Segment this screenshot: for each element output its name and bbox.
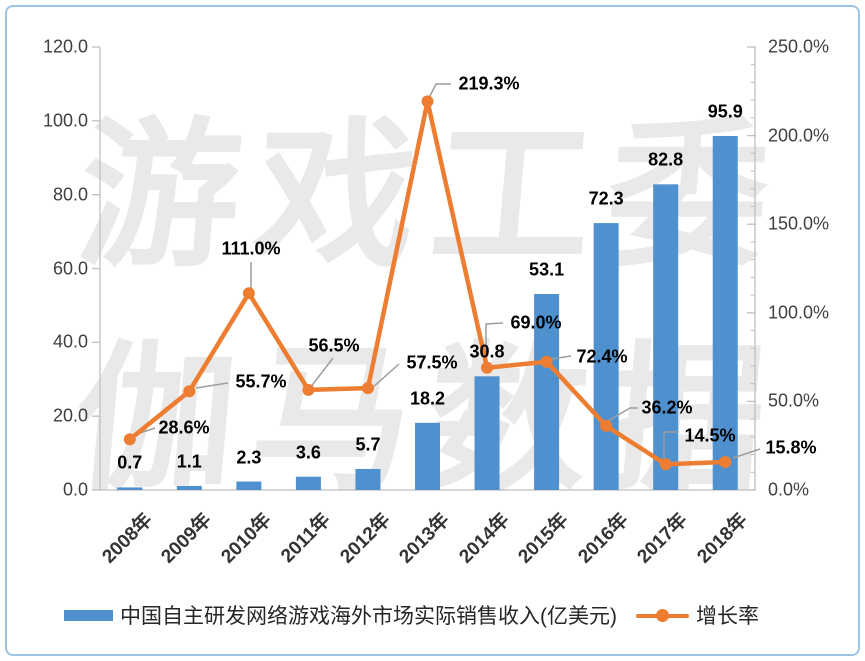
line-point-2015年[interactable] [540, 355, 553, 368]
legend-line-swatch-icon[interactable] [635, 608, 689, 622]
growth-rate-line [127, 99, 728, 467]
line-point-2018年[interactable] [719, 456, 732, 469]
legend-bar-swatch-icon[interactable] [64, 609, 113, 621]
label-leader-line [485, 322, 504, 364]
label-leader-line [371, 363, 400, 389]
label-leader-line [195, 382, 229, 389]
label-leader-line [428, 83, 451, 99]
label-leader-line [551, 355, 572, 360]
bar-2012年[interactable] [355, 468, 381, 490]
label-leader-line [309, 357, 334, 389]
legend-line-marker-icon [655, 608, 669, 622]
bar-2008年[interactable] [117, 487, 143, 490]
bar-2016年[interactable] [593, 223, 619, 490]
line-point-2013年[interactable] [421, 95, 434, 108]
line-point-2009年[interactable] [183, 385, 196, 398]
line-point-2012年[interactable] [361, 382, 374, 395]
line-point-2014年[interactable] [481, 361, 494, 374]
bar-2017年[interactable] [653, 184, 679, 490]
line-point-2011年[interactable] [302, 383, 315, 396]
legend-bar-series-label: 中国自主研发网络游戏海外市场实际销售收入(亿美元) [120, 605, 617, 628]
line-point-2008年[interactable] [123, 433, 136, 446]
bar-2018年[interactable] [712, 135, 738, 490]
bar-2011年[interactable] [295, 476, 321, 490]
line-point-2016年[interactable] [600, 419, 613, 432]
line-point-2017年[interactable] [659, 458, 672, 471]
legend-line-series-label: 增长率 [695, 605, 759, 628]
bar-2015年[interactable] [534, 293, 560, 490]
line-point-2010年[interactable] [242, 287, 255, 300]
bar-2009年[interactable] [176, 485, 202, 490]
bar-2010年[interactable] [236, 481, 262, 490]
label-leader-line [663, 431, 679, 458]
label-leader-line [607, 407, 638, 422]
bar-2013年[interactable] [415, 422, 440, 490]
label-leader-line [732, 448, 761, 459]
legend: 中国自主研发网络游戏海外市场实际销售收入(亿美元) 增长率 [64, 602, 759, 628]
bar-2014年[interactable] [474, 376, 500, 490]
